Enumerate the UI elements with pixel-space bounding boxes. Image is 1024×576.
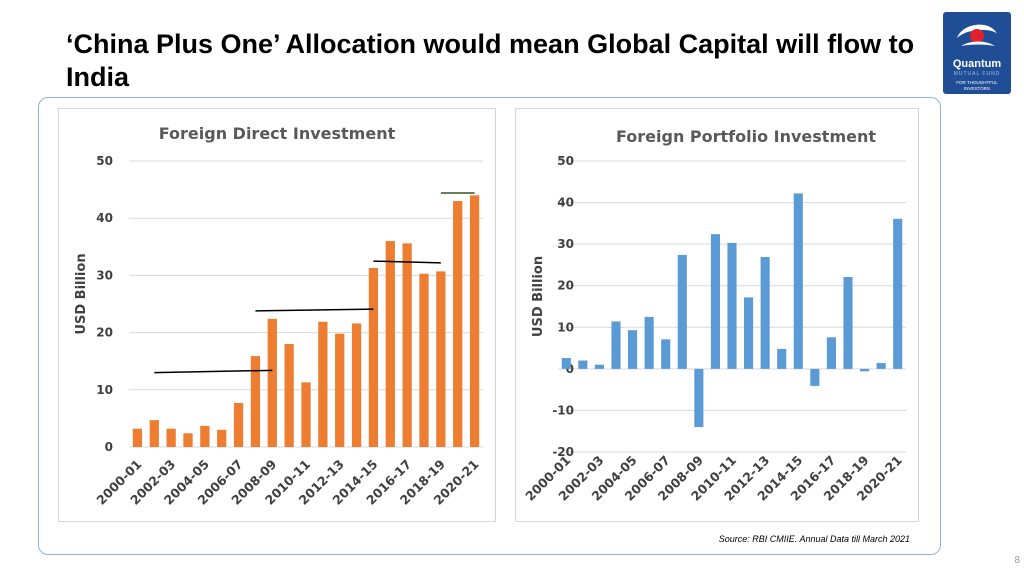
fdi-bar xyxy=(368,267,379,447)
fpi-y-axis-label: USD Billion xyxy=(531,256,546,337)
logo-subtitle: MUTUAL FUND xyxy=(953,71,1001,77)
fpi-chart: Foreign Portfolio Investment USD Billion -… xyxy=(522,127,906,504)
fpi-bar xyxy=(843,276,853,369)
fpi-bar xyxy=(594,364,604,369)
fpi-bar xyxy=(727,242,737,369)
fdi-bar xyxy=(250,356,261,447)
slide-title: ‘China Plus One’ Allocation would mean G… xyxy=(66,29,915,92)
fdi-y-tick-label: 20 xyxy=(96,326,113,340)
fpi-bar xyxy=(744,297,754,369)
page-number: 8 xyxy=(1014,555,1020,566)
fdi-chart: Foreign Direct Investment USD Billion 0 10 2… xyxy=(74,124,483,508)
quantum-logo: Quantum MUTUAL FUND FOR THOUGHTFUL INVES… xyxy=(943,12,1011,94)
fdi-bar xyxy=(402,243,412,447)
fpi-y-tick-label: -10 xyxy=(552,403,574,417)
fdi-bar xyxy=(335,333,345,447)
fdi-bar xyxy=(132,428,143,447)
fpi-chart-title: Foreign Portfolio Investment xyxy=(616,127,876,146)
fpi-bar xyxy=(777,348,787,369)
fpi-bar xyxy=(644,316,654,369)
fdi-trend-line xyxy=(255,308,374,312)
fpi-bar xyxy=(710,234,720,369)
fdi-bar xyxy=(233,402,244,447)
fdi-y-tick-label: 0 xyxy=(105,440,113,454)
fpi-bar xyxy=(760,257,770,369)
fdi-bar xyxy=(436,271,446,447)
fdi-chart-title: Foreign Direct Investment xyxy=(159,124,396,143)
fdi-bar xyxy=(301,382,311,447)
fpi-y-tick-label: 10 xyxy=(557,320,574,334)
fdi-bar xyxy=(166,428,176,447)
logo-tagline: FOR THOUGHTFUL INVESTORS xyxy=(956,80,998,91)
fpi-bar xyxy=(628,330,638,369)
content-frame xyxy=(38,97,941,555)
fdi-y-tick-label: 50 xyxy=(96,154,113,168)
fdi-bar xyxy=(267,318,277,447)
fpi-chart-panel: Foreign Portfolio Investment USD Billion -… xyxy=(515,108,919,522)
fdi-trend-line xyxy=(373,260,441,264)
fdi-bar xyxy=(385,241,395,447)
fpi-bar xyxy=(677,254,687,369)
fdi-bar xyxy=(284,344,294,447)
fdi-bar xyxy=(469,195,480,447)
fdi-trend-line xyxy=(154,369,273,374)
source-note: Source: RBI CMIIE. Annual Data till Marc… xyxy=(718,534,910,544)
fdi-bar xyxy=(453,201,463,447)
fdi-bar xyxy=(318,321,328,447)
fpi-y-tick-label: 20 xyxy=(557,279,574,293)
fdi-y-tick-label: 10 xyxy=(96,383,113,397)
fpi-bar xyxy=(893,218,903,369)
fdi-y-axis-label: USD Billion xyxy=(74,253,89,334)
fpi-bar xyxy=(810,368,820,386)
fpi-y-tick-label: 50 xyxy=(557,154,574,168)
fdi-chart-panel: Foreign Direct Investment USD Billion 0 10 2… xyxy=(58,108,496,522)
fdi-y-tick-label: 40 xyxy=(96,211,113,225)
fdi-bar xyxy=(351,323,362,447)
fpi-bar xyxy=(694,368,704,428)
fpi-bar xyxy=(578,360,588,369)
fdi-bar xyxy=(200,425,210,447)
logo-bird-icon xyxy=(957,24,997,46)
fdi-bar xyxy=(419,273,429,447)
fdi-bar xyxy=(149,420,159,447)
fpi-bar xyxy=(561,358,571,369)
fpi-bar xyxy=(860,368,870,372)
fdi-bar xyxy=(217,429,227,447)
fpi-bar xyxy=(826,337,836,369)
fpi-bar xyxy=(611,321,621,369)
fpi-bar xyxy=(661,339,671,369)
fpi-y-tick-label: -20 xyxy=(552,445,574,459)
fpi-y-tick-label: 30 xyxy=(557,237,574,251)
fdi-y-tick-label: 30 xyxy=(96,268,113,282)
fpi-y-tick-label: 40 xyxy=(557,196,574,210)
fpi-bar xyxy=(876,363,886,369)
logo-name: Quantum xyxy=(952,58,1002,70)
fdi-bar xyxy=(183,433,193,447)
fpi-bar xyxy=(793,193,803,369)
